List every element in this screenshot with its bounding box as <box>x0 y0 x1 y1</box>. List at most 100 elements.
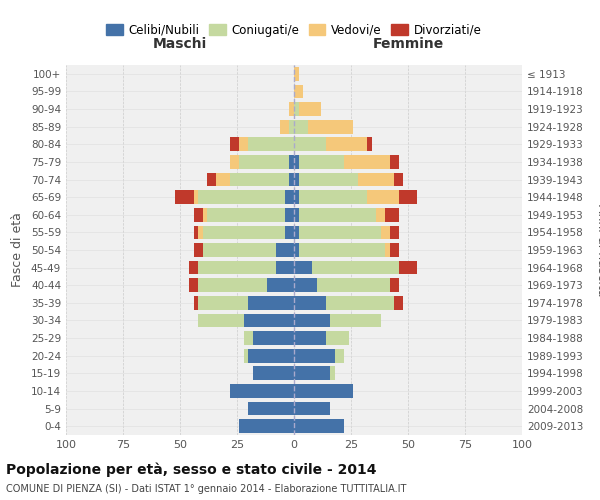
Bar <box>358 172 394 186</box>
Bar <box>203 208 208 222</box>
Bar <box>208 208 285 222</box>
Bar <box>367 190 399 204</box>
Bar <box>299 208 376 222</box>
Bar <box>299 243 385 257</box>
Bar <box>294 226 299 239</box>
Bar <box>244 314 294 328</box>
Bar <box>344 155 390 169</box>
Bar <box>198 296 248 310</box>
Bar <box>326 296 394 310</box>
Bar <box>194 226 198 239</box>
Bar <box>276 243 294 257</box>
Bar <box>335 349 344 362</box>
Bar <box>399 190 417 204</box>
Bar <box>385 208 399 222</box>
Bar <box>285 208 294 222</box>
Bar <box>367 138 371 151</box>
Bar <box>294 172 299 186</box>
Bar <box>248 349 294 362</box>
Bar <box>380 226 390 239</box>
Bar <box>294 190 299 204</box>
Bar <box>285 190 294 204</box>
Bar <box>326 138 367 151</box>
Bar <box>230 155 239 169</box>
Bar <box>294 331 326 345</box>
Bar <box>289 172 294 186</box>
Bar <box>289 120 294 134</box>
Bar <box>276 260 294 274</box>
Bar <box>198 190 285 204</box>
Bar <box>294 243 299 257</box>
Bar <box>299 172 358 186</box>
Text: COMUNE DI PIENZA (SI) - Dati ISTAT 1° gennaio 2014 - Elaborazione TUTTITALIA.IT: COMUNE DI PIENZA (SI) - Dati ISTAT 1° ge… <box>6 484 406 494</box>
Bar <box>239 155 289 169</box>
Bar <box>294 138 326 151</box>
Bar <box>294 155 299 169</box>
Bar <box>299 102 322 116</box>
Bar <box>390 155 399 169</box>
Bar <box>203 243 276 257</box>
Bar <box>390 278 399 292</box>
Bar <box>294 208 299 222</box>
Bar <box>203 226 285 239</box>
Bar <box>331 366 335 380</box>
Bar <box>294 120 308 134</box>
Bar <box>294 366 331 380</box>
Bar <box>294 67 299 80</box>
Bar <box>230 138 239 151</box>
Bar <box>385 243 390 257</box>
Bar <box>248 138 294 151</box>
Bar <box>394 172 403 186</box>
Bar <box>230 384 294 398</box>
Bar <box>217 172 230 186</box>
Bar <box>294 314 331 328</box>
Bar <box>194 208 203 222</box>
Y-axis label: Anni di nascita: Anni di nascita <box>595 204 600 296</box>
Bar <box>294 84 303 98</box>
Bar <box>198 314 244 328</box>
Bar <box>294 260 312 274</box>
Bar <box>399 260 417 274</box>
Bar <box>189 278 198 292</box>
Text: Maschi: Maschi <box>153 37 207 51</box>
Bar <box>289 155 294 169</box>
Bar <box>289 102 294 116</box>
Bar <box>294 420 344 433</box>
Bar <box>299 226 380 239</box>
Y-axis label: Fasce di età: Fasce di età <box>11 212 24 288</box>
Bar <box>230 172 289 186</box>
Bar <box>189 260 198 274</box>
Bar <box>299 190 367 204</box>
Bar <box>175 190 194 204</box>
Bar <box>294 278 317 292</box>
Bar <box>194 190 198 204</box>
Bar <box>308 120 353 134</box>
Bar <box>248 296 294 310</box>
Bar <box>294 384 353 398</box>
Bar <box>194 243 203 257</box>
Bar <box>198 260 276 274</box>
Bar <box>253 366 294 380</box>
Bar <box>294 102 299 116</box>
Bar <box>394 296 403 310</box>
Bar <box>317 278 390 292</box>
Bar <box>198 226 203 239</box>
Bar <box>390 226 399 239</box>
Bar <box>208 172 217 186</box>
Bar <box>244 349 248 362</box>
Bar <box>198 278 266 292</box>
Bar <box>280 120 289 134</box>
Bar <box>244 331 253 345</box>
Bar <box>312 260 399 274</box>
Bar <box>331 314 380 328</box>
Bar <box>194 296 198 310</box>
Bar <box>285 226 294 239</box>
Bar <box>239 420 294 433</box>
Legend: Celibi/Nubili, Coniugati/e, Vedovi/e, Divorziati/e: Celibi/Nubili, Coniugati/e, Vedovi/e, Di… <box>101 19 487 42</box>
Bar <box>294 402 331 415</box>
Bar <box>299 155 344 169</box>
Bar <box>326 331 349 345</box>
Bar <box>239 138 248 151</box>
Bar <box>376 208 385 222</box>
Bar <box>266 278 294 292</box>
